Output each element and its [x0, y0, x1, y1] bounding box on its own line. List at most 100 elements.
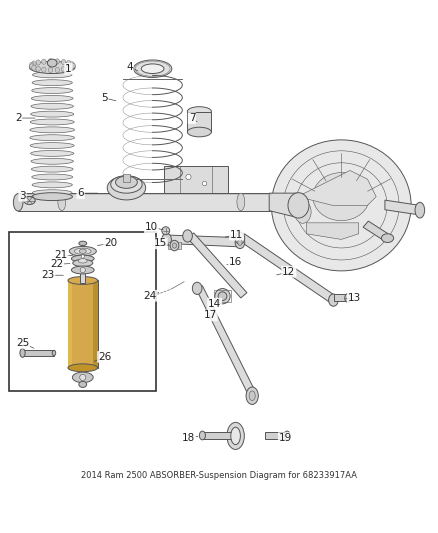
Ellipse shape: [67, 66, 71, 71]
Ellipse shape: [31, 150, 74, 156]
Ellipse shape: [31, 103, 74, 109]
Ellipse shape: [32, 61, 36, 66]
Bar: [214, 290, 231, 302]
Text: 24: 24: [143, 291, 157, 301]
Ellipse shape: [29, 61, 75, 74]
Ellipse shape: [36, 66, 40, 71]
Ellipse shape: [31, 111, 74, 117]
Ellipse shape: [80, 268, 85, 272]
Ellipse shape: [31, 158, 74, 164]
Text: 1: 1: [65, 64, 72, 74]
Text: 3: 3: [19, 191, 26, 201]
Bar: [202, 432, 233, 439]
Ellipse shape: [249, 391, 255, 400]
Bar: [22, 350, 54, 356]
Text: 11: 11: [230, 230, 243, 240]
Ellipse shape: [71, 266, 94, 274]
Ellipse shape: [30, 135, 74, 141]
Ellipse shape: [170, 240, 179, 251]
Text: 17: 17: [204, 310, 217, 320]
Ellipse shape: [294, 200, 311, 223]
Ellipse shape: [70, 62, 74, 67]
Ellipse shape: [32, 72, 72, 78]
Text: 18: 18: [182, 433, 195, 443]
Polygon shape: [18, 193, 272, 211]
Ellipse shape: [202, 181, 207, 185]
Ellipse shape: [30, 127, 74, 133]
Text: 23: 23: [41, 270, 54, 280]
Ellipse shape: [187, 127, 212, 137]
Ellipse shape: [227, 422, 244, 449]
Ellipse shape: [68, 364, 98, 372]
Ellipse shape: [162, 227, 170, 235]
Ellipse shape: [47, 59, 57, 67]
Ellipse shape: [246, 387, 258, 405]
Ellipse shape: [345, 294, 351, 302]
Text: 13: 13: [348, 293, 361, 303]
Ellipse shape: [78, 259, 87, 263]
Ellipse shape: [134, 60, 172, 77]
Ellipse shape: [141, 64, 164, 74]
Text: 6: 6: [77, 188, 84, 198]
Ellipse shape: [187, 107, 212, 116]
Ellipse shape: [48, 59, 53, 64]
Text: 5: 5: [101, 93, 108, 103]
Ellipse shape: [74, 248, 91, 254]
Polygon shape: [18, 198, 66, 210]
Ellipse shape: [79, 253, 86, 261]
Ellipse shape: [67, 60, 71, 66]
Ellipse shape: [32, 174, 73, 180]
Text: 26: 26: [98, 352, 111, 362]
Text: 14: 14: [208, 298, 221, 309]
Ellipse shape: [231, 427, 240, 445]
Ellipse shape: [36, 60, 40, 65]
Polygon shape: [240, 234, 336, 304]
Polygon shape: [68, 280, 72, 368]
Ellipse shape: [238, 239, 242, 246]
Ellipse shape: [80, 374, 86, 381]
Ellipse shape: [218, 292, 227, 301]
Ellipse shape: [32, 87, 73, 93]
Bar: [123, 174, 131, 182]
Ellipse shape: [192, 282, 202, 294]
Bar: [334, 294, 348, 302]
Ellipse shape: [328, 294, 338, 306]
Ellipse shape: [61, 59, 66, 64]
Text: 19: 19: [279, 433, 292, 443]
Ellipse shape: [81, 255, 84, 258]
Bar: [9, 231, 155, 391]
Text: 20: 20: [104, 238, 117, 248]
Text: 16: 16: [229, 257, 242, 267]
Bar: [80, 259, 85, 282]
Polygon shape: [164, 166, 228, 193]
Ellipse shape: [80, 256, 85, 261]
Text: 2014 Ram 2500 ABSORBER-Suspension Diagram for 68233917AA: 2014 Ram 2500 ABSORBER-Suspension Diagra…: [81, 472, 357, 480]
Text: 15: 15: [153, 238, 167, 248]
Ellipse shape: [69, 246, 96, 256]
Ellipse shape: [237, 193, 245, 211]
Ellipse shape: [116, 176, 138, 188]
Polygon shape: [363, 221, 390, 241]
Text: 10: 10: [145, 222, 158, 232]
Ellipse shape: [235, 236, 245, 248]
Bar: [187, 111, 212, 132]
Ellipse shape: [48, 67, 53, 72]
Ellipse shape: [381, 234, 394, 243]
Ellipse shape: [29, 62, 34, 68]
Ellipse shape: [30, 143, 74, 149]
Ellipse shape: [71, 63, 75, 68]
Ellipse shape: [58, 193, 66, 211]
Ellipse shape: [13, 193, 23, 211]
Bar: [168, 242, 180, 249]
Ellipse shape: [288, 193, 309, 218]
Ellipse shape: [32, 193, 72, 200]
Ellipse shape: [32, 95, 73, 101]
Ellipse shape: [111, 176, 142, 193]
Ellipse shape: [52, 350, 56, 356]
Ellipse shape: [32, 166, 73, 172]
Ellipse shape: [68, 277, 98, 285]
Polygon shape: [68, 280, 98, 368]
Polygon shape: [385, 200, 420, 215]
Ellipse shape: [235, 232, 245, 244]
Text: 12: 12: [282, 266, 296, 277]
